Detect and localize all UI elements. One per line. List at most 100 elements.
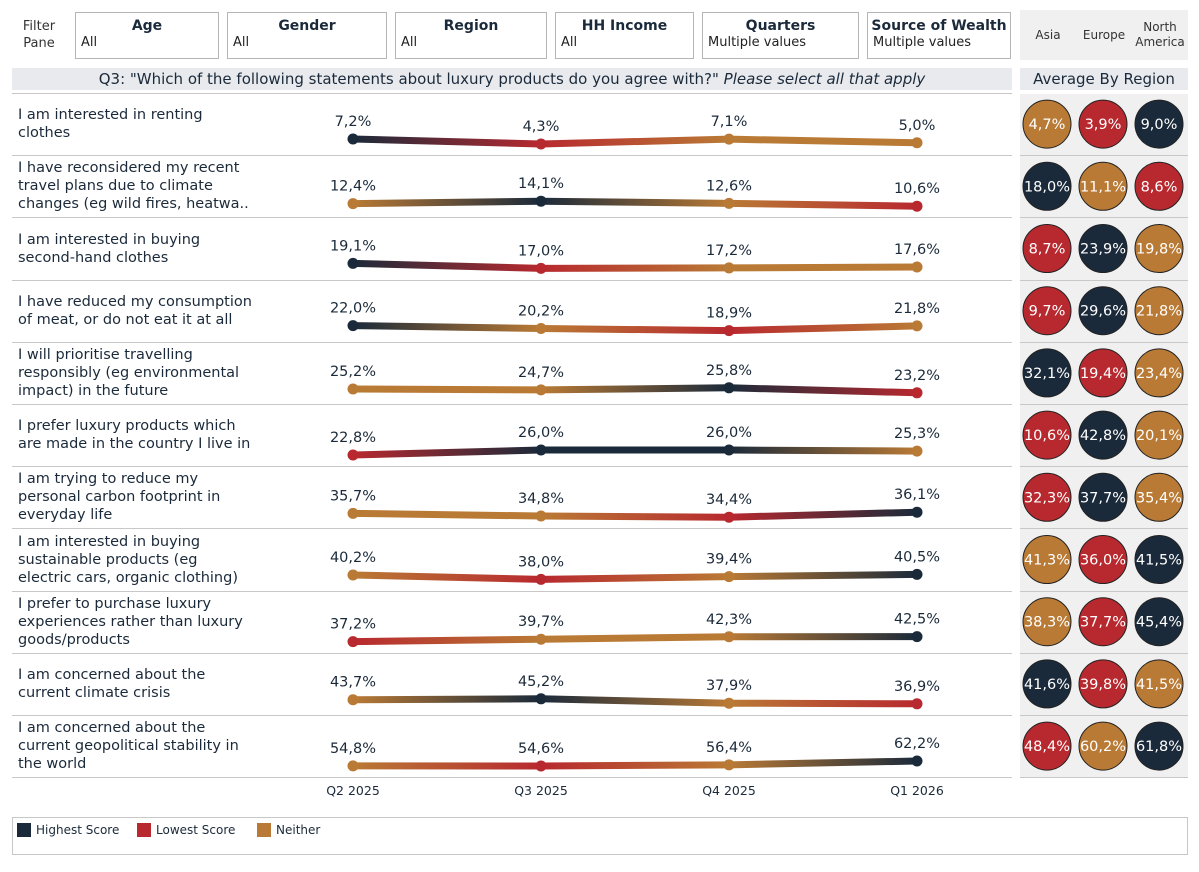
data-point [347, 320, 359, 332]
data-point [535, 262, 547, 274]
x-axis-tick-label: Q4 2025 [702, 783, 756, 798]
series-line-segment [349, 635, 545, 646]
data-point [911, 755, 923, 767]
filter-title: Source of Wealth [871, 18, 1007, 34]
filter-quarters[interactable]: Quarters Multiple values [702, 12, 859, 59]
data-label: 7,1% [711, 114, 748, 130]
data-label: 19,1% [330, 238, 376, 254]
filter-pane-label[interactable]: Filter Pane [14, 18, 64, 52]
data-label: 43,7% [330, 675, 376, 691]
data-label: 24,7% [518, 365, 564, 381]
data-point [723, 511, 735, 523]
data-label: 45,2% [518, 674, 564, 690]
region-value-label: 9,7% [1029, 304, 1066, 320]
legend-lowest[interactable]: Lowest Score [137, 823, 235, 837]
data-point [535, 195, 547, 207]
statement-line: sustainable products (eg [18, 551, 198, 568]
series-line-segment [349, 509, 545, 520]
series-line-segment [725, 263, 921, 272]
legend-highest[interactable]: Highest Score [17, 823, 119, 837]
series-line-segment [725, 699, 921, 708]
region-circle [1134, 224, 1184, 273]
statement-line: I will prioritise travelling [18, 346, 193, 363]
region-circle [1022, 721, 1072, 771]
statement-label: I am interested in buying sustainable pro… [18, 533, 278, 587]
region-header-na-line2: America [1135, 35, 1185, 49]
region-value-label: 11,1% [1080, 179, 1126, 195]
series-line-segment [725, 446, 921, 455]
data-label: 56,4% [706, 740, 752, 756]
data-point [535, 573, 547, 585]
data-label: 26,0% [518, 425, 564, 441]
data-label: 22,8% [330, 430, 376, 446]
legend: Highest Score Lowest Score Neither [12, 817, 1188, 855]
legend-label-neither: Neither [276, 823, 321, 837]
region-header-asia: Asia [1035, 27, 1061, 42]
region-value-label: 19,4% [1080, 366, 1126, 382]
statement-label: I have reconsidered my recent travel plan… [18, 159, 278, 213]
filter-gender[interactable]: Gender All [227, 12, 387, 59]
filter-value: All [233, 35, 250, 50]
series-line-segment [725, 570, 921, 581]
data-point [347, 257, 359, 269]
statement-line: responsibly (eg environmental [18, 364, 240, 381]
statement-line: goods/products [18, 631, 130, 648]
legend-neither[interactable]: Neither [257, 823, 320, 837]
row-divider [12, 528, 1012, 529]
region-row-divider [1020, 280, 1188, 281]
filter-title: HH Income [581, 18, 668, 34]
data-point [911, 200, 923, 212]
row-divider [12, 342, 1012, 343]
region-circle [1134, 659, 1184, 709]
region-value-label: 21,8% [1136, 304, 1182, 320]
data-point [535, 138, 547, 150]
data-label: 34,8% [518, 491, 564, 507]
data-label: 23,2% [894, 368, 940, 384]
data-point [723, 571, 735, 583]
statement-line: I am interested in renting [18, 107, 203, 124]
region-value-label: 10,6% [1024, 428, 1070, 444]
filter-title: Gender [278, 18, 336, 34]
region-value-label: 41,5% [1136, 553, 1182, 569]
region-value-label: 36,0% [1080, 553, 1126, 569]
region-circle [1134, 472, 1184, 522]
filter-region[interactable]: Region All [395, 12, 547, 59]
region-circle [1022, 410, 1072, 460]
statement-line: I have reconsidered my recent [18, 160, 240, 177]
region-value-label: 8,6% [1141, 179, 1178, 195]
filter-hh-income[interactable]: HH Income All [555, 12, 694, 59]
region-circle [1078, 224, 1128, 273]
series-line-segment [349, 259, 545, 272]
statement-line: current geopolitical stability in [18, 738, 239, 755]
region-circle [1134, 535, 1184, 584]
data-point [535, 633, 547, 645]
region-header: Asia Europe North America [1020, 10, 1188, 60]
statement-label: I am interested in renting clothes [18, 106, 278, 142]
region-circle [1078, 721, 1128, 771]
filter-title: Quarters [745, 18, 816, 34]
region-row-divider [1020, 466, 1188, 467]
data-point [723, 759, 735, 771]
statement-line: current climate crisis [18, 684, 171, 701]
data-label: 20,2% [518, 304, 564, 320]
data-point [723, 697, 735, 709]
legend-swatch-highest [17, 823, 31, 837]
region-circle [1022, 472, 1072, 522]
data-point [347, 383, 359, 395]
filter-age[interactable]: Age All [75, 12, 219, 59]
region-row-divider [1020, 155, 1188, 156]
statement-line: experiences rather than luxury [18, 613, 243, 630]
region-header-europe: Europe [1082, 27, 1126, 42]
data-label: 26,0% [706, 425, 752, 441]
series-line-segment [537, 384, 733, 394]
data-label: 10,6% [894, 181, 940, 197]
filter-pane-label-line1: Filter [22, 19, 56, 34]
data-label: 4,3% [523, 119, 560, 135]
data-label: 17,6% [894, 242, 940, 258]
filter-source-of-wealth[interactable]: Source of Wealth Multiple values [867, 12, 1011, 59]
series-line-segment [725, 135, 921, 147]
legend-label-lowest: Lowest Score [156, 823, 236, 837]
data-point [535, 323, 547, 335]
data-point [723, 325, 735, 337]
